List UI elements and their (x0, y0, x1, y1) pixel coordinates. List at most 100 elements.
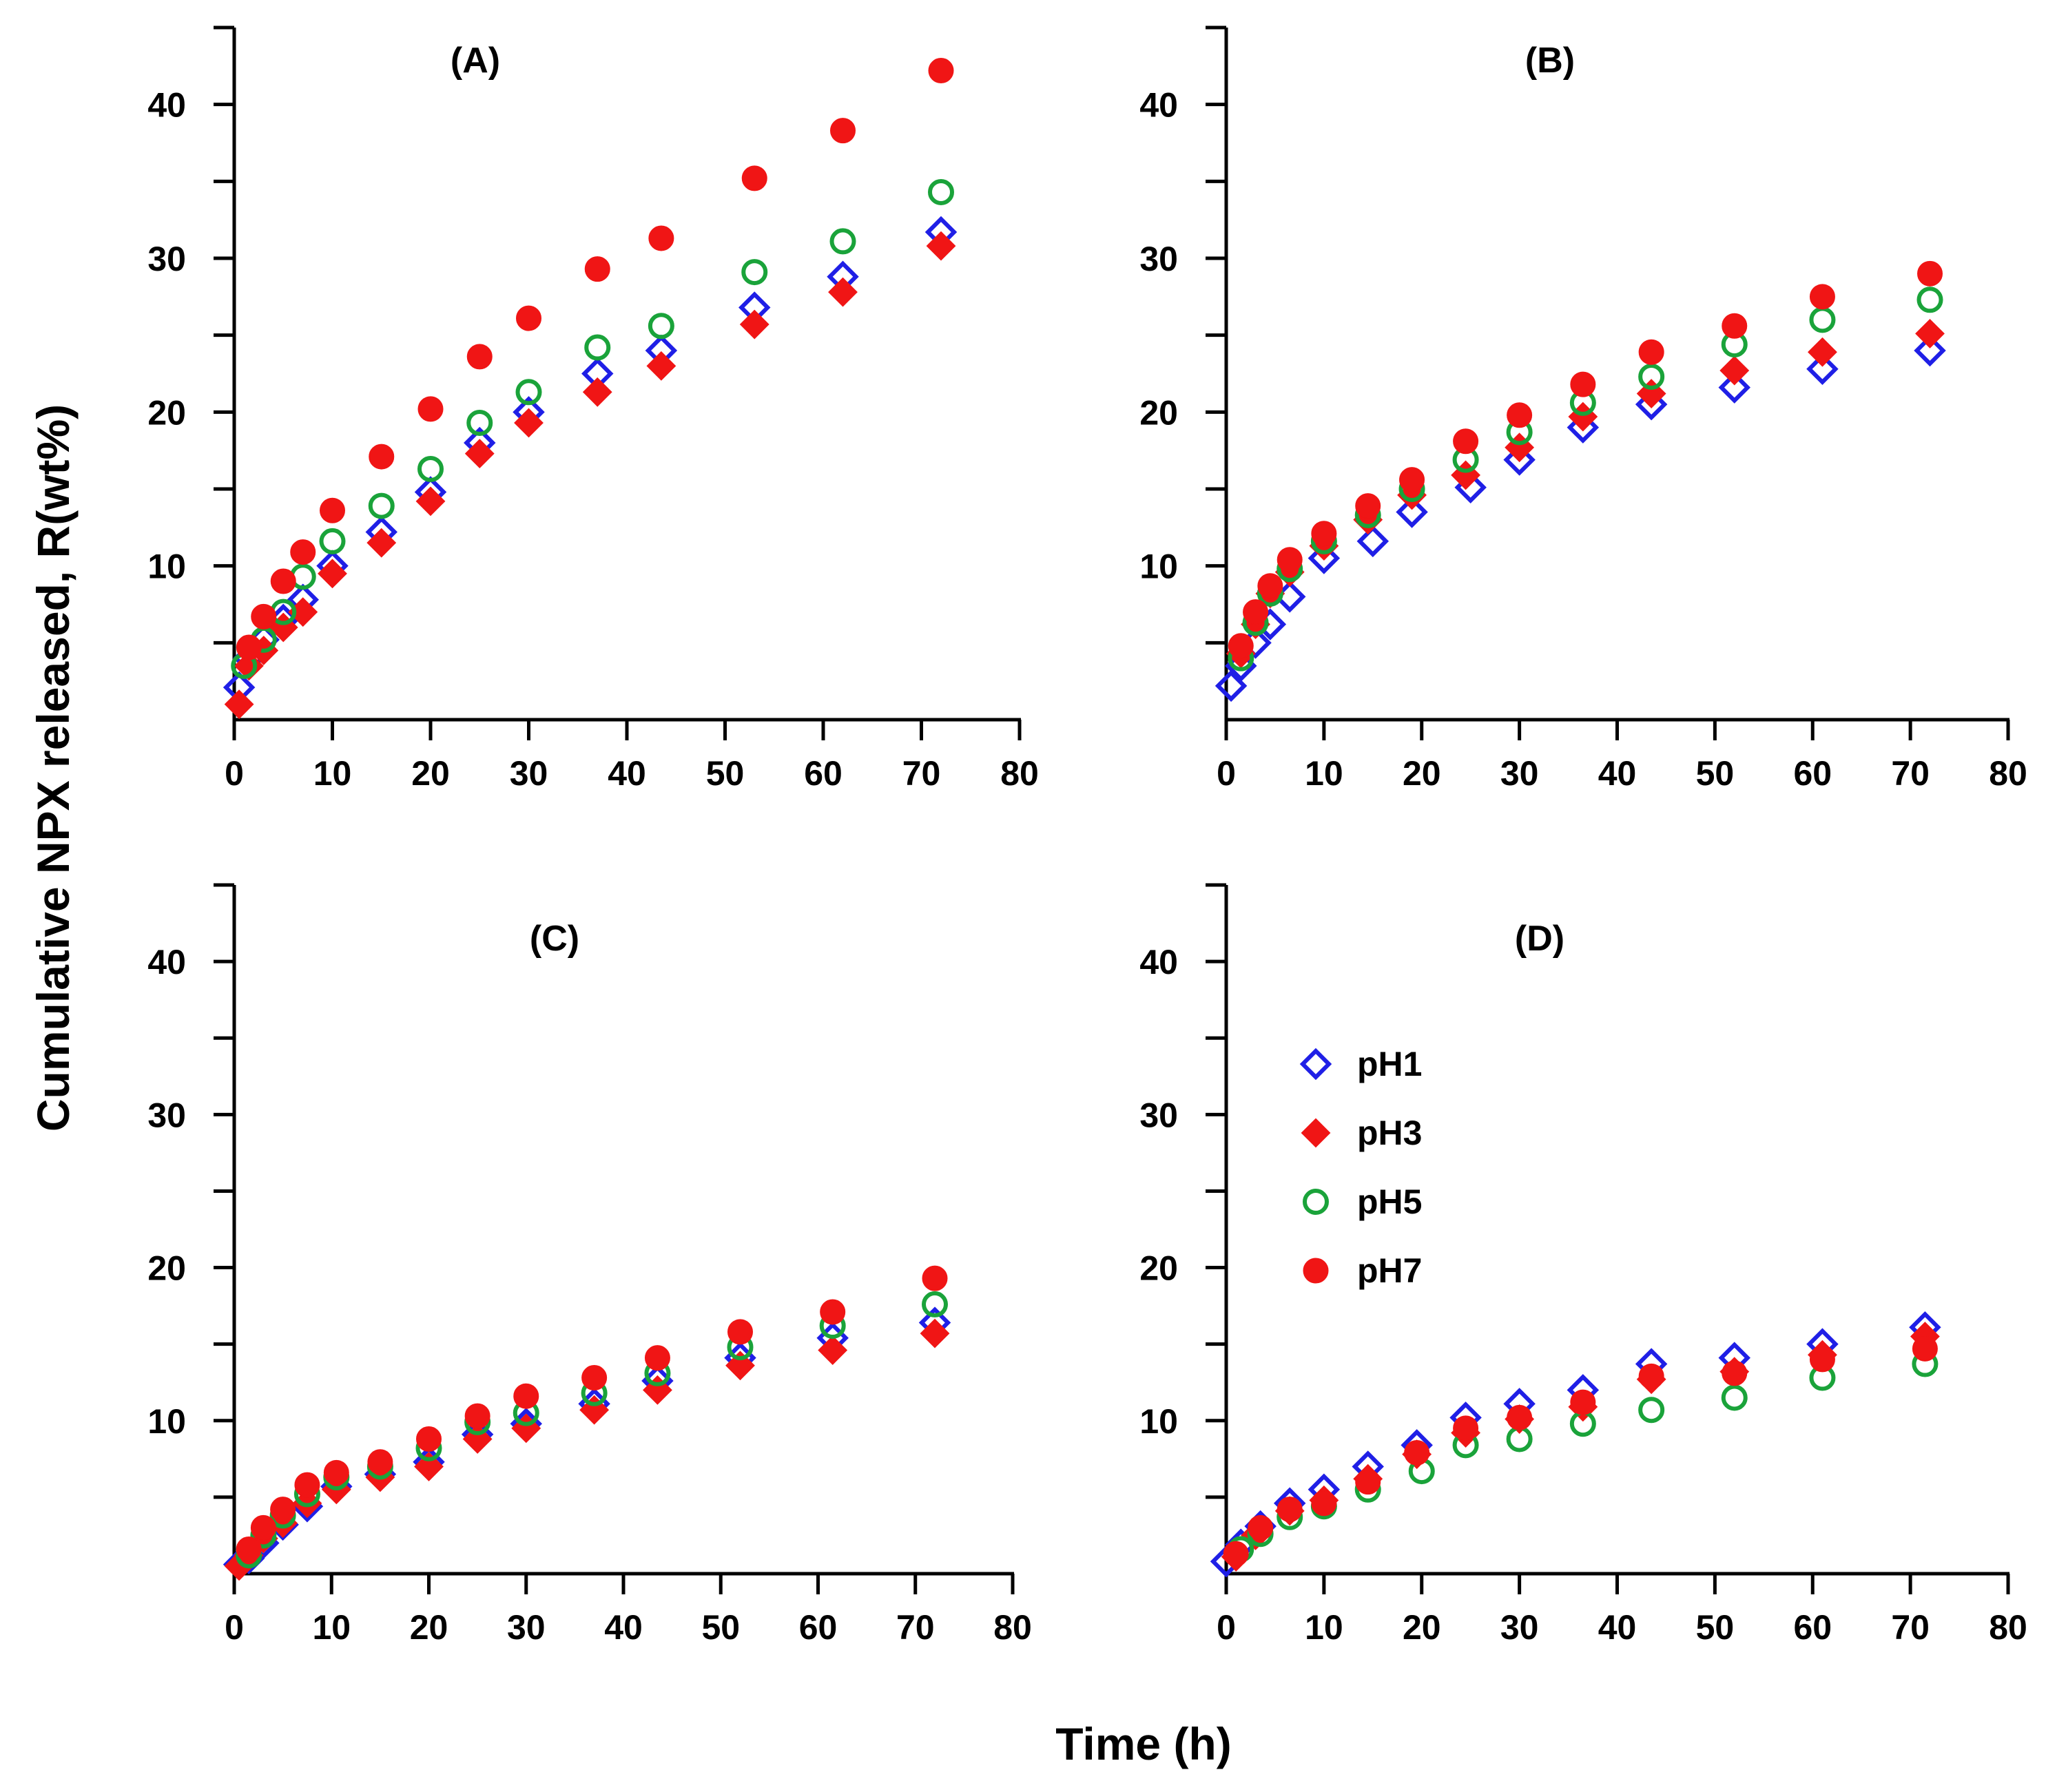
data-point-ph7 (1722, 1360, 1748, 1386)
data-point-ph7 (820, 1299, 846, 1325)
data-point-ph5 (1809, 306, 1836, 333)
x-tick-label: 80 (993, 1608, 1032, 1647)
data-point-ph7 (466, 344, 493, 370)
legend-item-ph3: pH3 (1301, 1114, 1422, 1152)
series-ph3 (224, 1318, 950, 1581)
data-point-ph7 (464, 1403, 490, 1429)
y-tick-label: 20 (147, 1249, 186, 1288)
y-tick-label: 40 (147, 943, 186, 981)
data-point-ph3 (464, 439, 495, 469)
legend-item-ph5: pH5 (1303, 1182, 1422, 1221)
data-point-ph7 (270, 1497, 296, 1523)
data-point-ph3 (234, 651, 264, 681)
x-tick-label: 0 (1217, 754, 1236, 793)
data-point-ph7 (830, 118, 856, 144)
data-point-ph7 (294, 1472, 320, 1498)
data-point-ph3 (818, 1335, 848, 1365)
legend-label: pH5 (1357, 1182, 1422, 1221)
data-point-ph7 (928, 58, 954, 84)
data-point-ph5 (829, 228, 856, 255)
x-tick-label: 20 (410, 1608, 448, 1647)
data-point-ph1 (1718, 371, 1750, 404)
series-ph7 (236, 58, 954, 660)
x-tick-label: 10 (1305, 754, 1343, 793)
x-tick-label: 10 (1305, 1608, 1343, 1647)
data-point-ph3 (582, 377, 612, 407)
y-tick-label: 10 (147, 1402, 186, 1441)
x-tick-label: 60 (799, 1608, 838, 1647)
y-tick-label: 20 (1139, 1249, 1178, 1288)
legend-marker-ph7 (1303, 1258, 1329, 1284)
x-tick-label: 50 (701, 1608, 740, 1647)
legend-marker-ph3 (1301, 1118, 1331, 1148)
data-point-ph7 (1453, 1415, 1479, 1441)
data-point-ph7 (513, 1383, 539, 1409)
data-point-ph7 (367, 1449, 393, 1475)
y-tick-label: 10 (1139, 548, 1178, 586)
panel-label-b: (B) (1525, 41, 1575, 81)
panel-label-c: (C) (530, 919, 579, 959)
data-point-ph3 (646, 351, 676, 381)
data-point-ph7 (1722, 313, 1748, 339)
data-point-ph7 (741, 165, 767, 191)
y-tick-label: 40 (1139, 86, 1178, 125)
x-tick-label: 80 (1989, 1608, 2027, 1647)
x-tick-label: 60 (804, 754, 843, 793)
data-point-ph1 (1308, 542, 1341, 574)
data-point-ph5 (584, 334, 611, 361)
data-point-ph5 (1721, 1384, 1748, 1411)
x-tick-label: 70 (1891, 1608, 1930, 1647)
data-point-ph5 (515, 379, 542, 406)
data-point-ph7 (1257, 573, 1283, 599)
data-point-ph7 (648, 225, 674, 251)
x-tick-label: 40 (1598, 1608, 1637, 1647)
data-point-ph7 (584, 256, 610, 282)
x-tick-label: 40 (608, 754, 646, 793)
series-ph3 (224, 231, 956, 720)
legend-label: pH7 (1357, 1251, 1422, 1290)
x-tick-label: 30 (1500, 1608, 1539, 1647)
data-point-ph7 (1638, 339, 1664, 365)
series-ph7 (236, 1265, 948, 1562)
panel-d: 0 10 20 30 40 50 60 70 80 10 20 30 40 (D) (1139, 883, 2027, 1647)
legend-marker-ph1 (1299, 1048, 1332, 1081)
y-tick-label: 30 (147, 1096, 186, 1134)
series-ph5 (236, 1291, 948, 1569)
data-point-ph7 (1917, 260, 1943, 286)
y-tick-label: 10 (1139, 1402, 1178, 1441)
data-point-ph7 (516, 305, 541, 331)
data-point-ph7 (417, 396, 444, 422)
y-tick-label: 20 (147, 393, 186, 432)
data-point-ph7 (250, 1514, 276, 1541)
data-point-ph3 (920, 1318, 950, 1348)
data-point-ph1 (1806, 353, 1839, 386)
data-point-ph7 (1311, 1490, 1337, 1517)
series-ph5 (1228, 286, 1943, 671)
data-point-ph7 (1277, 547, 1303, 573)
x-tick-label: 50 (1696, 754, 1735, 793)
data-point-ph1 (1635, 388, 1668, 421)
data-point-ph3 (514, 408, 544, 438)
data-point-ph7 (1243, 599, 1269, 625)
data-point-ph7 (1570, 1389, 1596, 1415)
data-point-ph7 (1809, 1346, 1835, 1373)
data-point-ph7 (1223, 1541, 1249, 1567)
series-ph5 (231, 178, 954, 679)
y-tick-label: 30 (1139, 1096, 1178, 1134)
x-tick-label: 0 (1217, 1608, 1236, 1647)
x-axis-title: Time (h) (1055, 1718, 1231, 1769)
data-point-ph7 (290, 539, 316, 565)
panel-c: 0 10 20 30 40 50 60 70 80 10 20 30 40 (C) (147, 883, 1032, 1647)
data-point-ph3 (318, 559, 347, 589)
data-point-ph1 (1567, 411, 1600, 444)
x-tick-label: 30 (1500, 754, 1539, 793)
data-point-ph5 (417, 455, 444, 482)
data-point-ph3 (415, 486, 446, 517)
data-point-ph3 (1719, 355, 1750, 386)
data-point-ph5 (1638, 363, 1665, 390)
data-point-ph3 (224, 689, 254, 720)
data-point-ph7 (1355, 493, 1381, 519)
data-point-ph5 (466, 409, 493, 436)
panel-label-d: (D) (1515, 919, 1564, 959)
x-tick-label: 50 (706, 754, 745, 793)
